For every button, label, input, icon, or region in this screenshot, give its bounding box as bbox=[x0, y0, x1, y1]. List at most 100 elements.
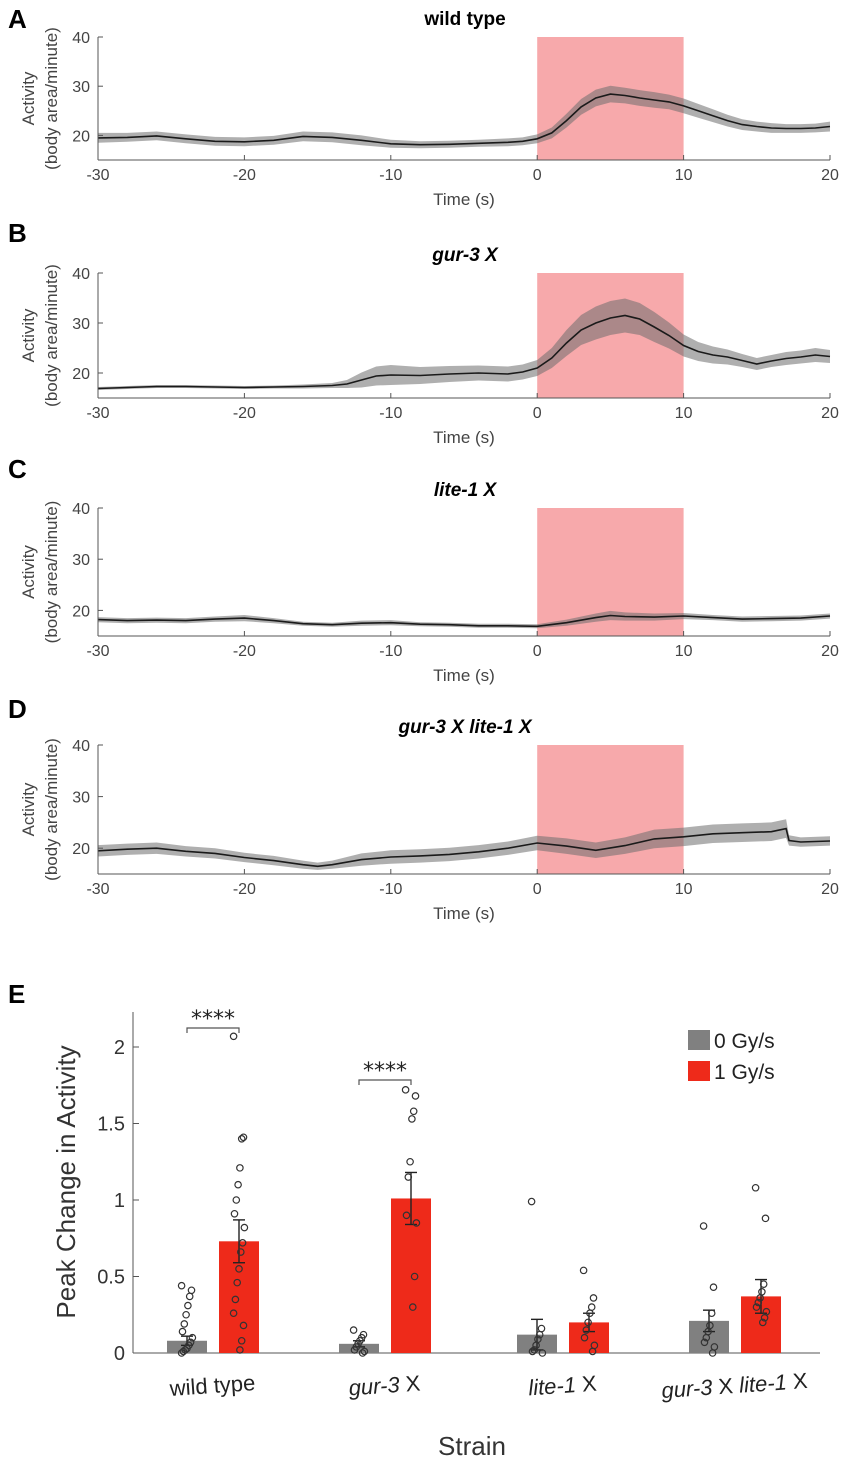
data-point bbox=[409, 1107, 418, 1116]
data-point bbox=[404, 1173, 413, 1181]
data-point bbox=[758, 1288, 766, 1296]
data-point bbox=[236, 1164, 244, 1172]
data-point bbox=[538, 1349, 547, 1357]
x-tick-label: 10 bbox=[675, 167, 693, 184]
data-point bbox=[360, 1347, 369, 1356]
legend-swatch bbox=[688, 1061, 710, 1081]
data-point bbox=[408, 1303, 417, 1311]
data-point bbox=[188, 1333, 197, 1342]
data-point bbox=[180, 1320, 189, 1328]
data-point bbox=[358, 1349, 367, 1357]
data-point bbox=[177, 1281, 186, 1290]
y-tick-label: 40 bbox=[72, 30, 90, 47]
data-point bbox=[187, 1286, 196, 1295]
significance-bracket bbox=[358, 1079, 412, 1085]
data-point bbox=[751, 1183, 760, 1192]
x-tick-label: 0 bbox=[533, 405, 542, 422]
data-point bbox=[700, 1338, 709, 1347]
data-point bbox=[761, 1214, 770, 1223]
x-axis-label: Time (s) bbox=[433, 428, 495, 447]
panel-letter: D bbox=[8, 694, 27, 724]
data-point bbox=[401, 1086, 410, 1094]
data-point bbox=[702, 1333, 711, 1342]
y-tick-label: 40 bbox=[72, 266, 90, 283]
data-point bbox=[408, 1115, 416, 1123]
y-tick-label: 20 bbox=[72, 128, 90, 145]
data-point bbox=[699, 1222, 708, 1230]
data-point bbox=[587, 1303, 596, 1311]
data-point bbox=[185, 1292, 194, 1301]
y-tick-label: 40 bbox=[72, 501, 90, 518]
panel-title: gur-3 X lite-1 X bbox=[397, 717, 532, 738]
data-point bbox=[234, 1180, 242, 1189]
data-point bbox=[231, 1295, 240, 1304]
x-tick-label: 20 bbox=[821, 643, 839, 660]
data-point bbox=[528, 1347, 537, 1356]
data-point bbox=[232, 1196, 241, 1204]
data-point bbox=[758, 1318, 767, 1327]
x-tick-label: -30 bbox=[86, 643, 109, 660]
y-axis-label-line1: Activity bbox=[19, 71, 38, 125]
x-tick-label: 20 bbox=[821, 167, 839, 184]
x-tick-label: -10 bbox=[379, 405, 402, 422]
y-tick-label: 0.5 bbox=[97, 1267, 125, 1289]
data-point bbox=[177, 1349, 186, 1357]
mean-line bbox=[97, 93, 831, 146]
panel-letter: C bbox=[8, 454, 27, 484]
x-tick-label: 10 bbox=[675, 405, 693, 422]
data-point bbox=[229, 1032, 238, 1041]
y-tick-label: 20 bbox=[72, 603, 90, 620]
y-axis-label: Peak Change in Activity bbox=[51, 1045, 81, 1318]
sem-band bbox=[98, 819, 830, 870]
x-axis-label: Time (s) bbox=[433, 190, 495, 209]
data-point bbox=[754, 1298, 763, 1307]
y-axis-label-line2: (body area/minute) bbox=[42, 501, 61, 644]
significance-label: **** bbox=[363, 1059, 407, 1084]
data-point bbox=[588, 1347, 597, 1356]
data-point bbox=[589, 1294, 598, 1302]
data-point bbox=[582, 1326, 591, 1334]
data-point bbox=[402, 1211, 411, 1220]
data-point bbox=[350, 1346, 359, 1354]
panel-letter: E bbox=[8, 979, 25, 1009]
category-label: lite-1 X bbox=[527, 1371, 597, 1401]
data-point bbox=[235, 1265, 243, 1273]
panel-title: lite-1 X bbox=[434, 480, 498, 501]
data-point bbox=[530, 1346, 539, 1354]
x-axis-label: Time (s) bbox=[433, 666, 495, 685]
y-axis-label-line1: Activity bbox=[19, 782, 38, 836]
legend-swatch bbox=[688, 1030, 710, 1050]
data-point bbox=[237, 1248, 245, 1256]
y-axis-label-line2: (body area/minute) bbox=[42, 264, 61, 407]
y-tick-label: 30 bbox=[72, 790, 90, 807]
data-point bbox=[239, 1321, 248, 1330]
x-tick-label: -30 bbox=[86, 881, 109, 898]
sem-band bbox=[98, 85, 830, 149]
data-point bbox=[756, 1294, 764, 1302]
data-point bbox=[752, 1303, 761, 1311]
x-tick-label: -10 bbox=[379, 643, 402, 660]
y-axis-label-line1: Activity bbox=[19, 308, 38, 362]
panel-letter: A bbox=[8, 4, 27, 34]
data-point bbox=[238, 1239, 247, 1247]
data-point bbox=[349, 1326, 358, 1334]
y-tick-label: 20 bbox=[72, 841, 90, 858]
y-axis-label-line2: (body area/minute) bbox=[42, 27, 61, 170]
x-tick-label: -20 bbox=[233, 405, 256, 422]
data-point bbox=[184, 1301, 192, 1310]
data-point bbox=[179, 1347, 188, 1356]
x-tick-label: -10 bbox=[379, 167, 402, 184]
y-tick-label: 20 bbox=[72, 366, 90, 383]
category-label: gur-3 X lite-1 X bbox=[661, 1368, 809, 1403]
panel-letter: B bbox=[8, 218, 27, 248]
x-tick-label: 0 bbox=[533, 881, 542, 898]
x-tick-label: -10 bbox=[379, 881, 402, 898]
y-tick-label: 2 bbox=[114, 1037, 125, 1059]
data-point bbox=[580, 1333, 589, 1342]
panel-title: gur-3 X bbox=[431, 245, 499, 266]
x-tick-label: 10 bbox=[675, 643, 693, 660]
data-point bbox=[237, 1336, 246, 1345]
